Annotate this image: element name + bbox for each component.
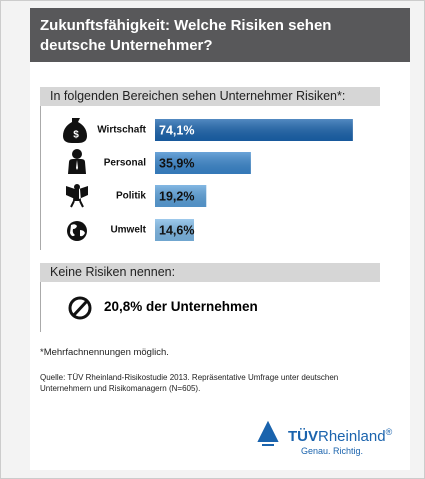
slogan: Genau. Richtig. (301, 446, 364, 456)
value-label: 14,6% (159, 223, 194, 237)
divider (40, 106, 41, 250)
logo-triangle (257, 420, 279, 446)
logo-text: TÜVRheinland® (288, 427, 392, 445)
icon-none (68, 296, 92, 320)
chart-title: Zukunftsfähigkeit: Welche Risiken sehen … (40, 17, 332, 54)
bar-shade (155, 119, 353, 141)
value-label: 19,2% (159, 189, 194, 203)
section-heading: In folgenden Bereichen sehen Unternehmer… (40, 87, 380, 106)
icon-person (68, 149, 86, 174)
source: Quelle: TÜV Rheinland-Risikostudie 2013.… (40, 373, 339, 393)
icon-eagle (66, 184, 88, 208)
bar-shade (155, 219, 194, 241)
category-label: Umwelt (110, 225, 146, 236)
no-risk-text: 20,8% der Unternehmen (104, 299, 258, 314)
panel (30, 8, 410, 470)
section-heading: Keine Risiken nennen: (40, 263, 380, 282)
footnote: *Mehrfachnennungen möglich. (40, 347, 169, 358)
bar-shade (155, 152, 251, 174)
category-label: Personal (104, 158, 146, 169)
icon-money: $ (63, 118, 87, 143)
header: Zukunftsfähigkeit: Welche Risiken sehen … (30, 8, 410, 62)
value-label: 35,9% (159, 156, 194, 170)
bar-shade (155, 185, 207, 207)
category-label: Politik (116, 191, 146, 202)
brand-mark: ® (385, 427, 393, 437)
icon-globe (67, 221, 87, 241)
brand: Rheinland (318, 428, 386, 445)
brand-bold: TÜV (288, 428, 318, 445)
svg-text:$: $ (73, 130, 79, 141)
value-label: 74,1% (159, 123, 194, 137)
category-label: Wirtschaft (97, 125, 146, 136)
divider (40, 282, 41, 332)
